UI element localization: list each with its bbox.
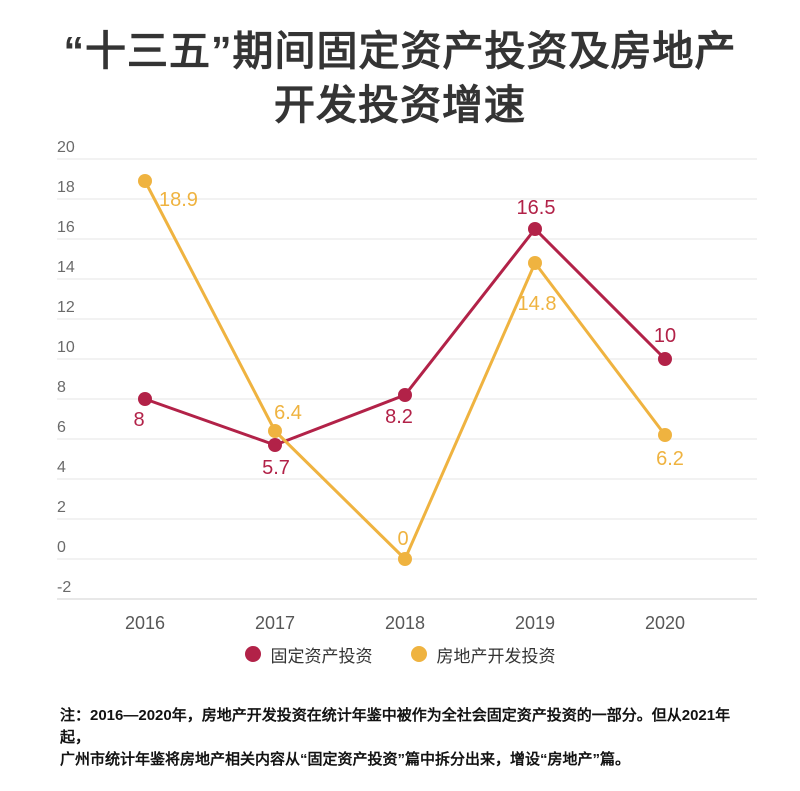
data-label: 6.2 <box>656 448 684 470</box>
legend-dot-icon <box>410 646 427 662</box>
chart-card: “十三五”期间固定资产投资及房地产 开发投资增速 -2 0 2 4 6 8 10 12 14 16… <box>0 24 800 791</box>
y-axis-tick-label: 20 <box>57 139 75 156</box>
data-point <box>138 392 152 406</box>
series-line-2 <box>143 179 667 561</box>
footnote: 注：2016—2020年，房地产开发投资在统计年鉴中被作为全社会固定资产投资的一… <box>60 705 740 771</box>
data-point <box>398 552 412 566</box>
x-axis-tick-label: 2017 <box>255 613 295 633</box>
y-axis-tick-label: 16 <box>57 219 75 236</box>
chart-title: “十三五”期间固定资产投资及房地产 开发投资增速 <box>20 24 780 132</box>
x-axis-tick-label: 2018 <box>385 613 425 633</box>
data-point <box>398 388 412 402</box>
y-axis-tick-label: 10 <box>57 339 75 356</box>
data-label: 5.7 <box>262 457 290 479</box>
y-axis-tick-label: 4 <box>57 459 66 476</box>
data-label: 10 <box>654 325 676 347</box>
legend: 固定资产投资 房地产开发投资 <box>0 641 800 667</box>
data-label: 6.4 <box>274 402 302 424</box>
data-label: 18.9 <box>159 189 198 211</box>
data-label: 8 <box>133 409 144 431</box>
y-axis-tick-label: -2 <box>57 579 71 596</box>
y-axis-tick-label: 14 <box>57 259 75 276</box>
data-point <box>658 428 672 442</box>
y-axis-tick-label: 12 <box>57 299 75 316</box>
y-axis-tick-label: 2 <box>57 499 66 516</box>
chart-title-line-2: 开发投资增速 <box>274 82 526 128</box>
x-axis-tick-label: 2020 <box>645 613 685 633</box>
line-chart: -2 0 2 4 6 8 10 12 14 16 18 20 8 5.7 8.2 16.5 10 18.9 6.4 0… <box>57 139 757 633</box>
data-point <box>268 424 282 438</box>
legend-item: 房地产开发投资 <box>410 642 556 667</box>
data-point <box>528 222 542 236</box>
x-axis-tick-label: 2016 <box>125 613 165 633</box>
data-point <box>528 256 542 270</box>
data-label: 0 <box>397 528 408 550</box>
y-axis-tick-label: 6 <box>57 419 66 436</box>
footnote-line-1: 注：2016—2020年，房地产开发投资在统计年鉴中被作为全社会固定资产投资的一… <box>60 707 731 746</box>
y-axis-tick-label: 0 <box>57 539 66 556</box>
y-axis-tick-label: 18 <box>57 179 75 196</box>
x-axis-tick-label: 2019 <box>515 613 555 633</box>
data-label: 14.8 <box>518 293 557 315</box>
data-label: 8.2 <box>385 406 413 428</box>
data-label: 16.5 <box>517 197 556 219</box>
data-point <box>268 438 282 452</box>
legend-dot-icon <box>244 646 261 662</box>
chart-title-line-1: “十三五”期间固定资产投资及房地产 <box>63 28 737 74</box>
legend-label: 固定资产投资 <box>270 646 373 666</box>
y-axis-tick-label: 8 <box>57 379 66 396</box>
legend-item: 固定资产投资 <box>244 642 373 667</box>
data-point <box>138 174 152 188</box>
data-point <box>658 352 672 366</box>
footnote-line-2: 广州市统计年鉴将房地产相关内容从“固定资产投资”篇中拆分出来，增设“房地产”篇。 <box>60 751 631 768</box>
legend-label: 房地产开发投资 <box>436 646 556 666</box>
